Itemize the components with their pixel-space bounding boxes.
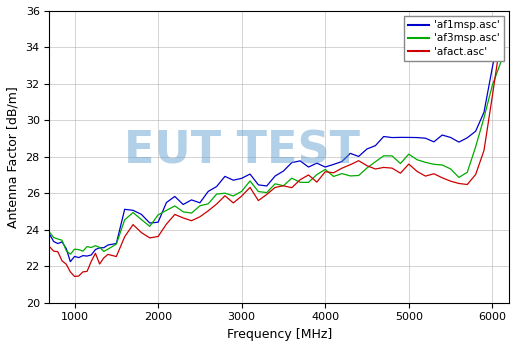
'afact.asc' bbox=[439, 176, 445, 180]
'afact.asc' bbox=[67, 270, 73, 274]
'af1msp.asc' bbox=[247, 172, 253, 176]
Y-axis label: Antenna Factor [dB/m]: Antenna Factor [dB/m] bbox=[7, 86, 20, 228]
'af3msp.asc' bbox=[247, 179, 253, 183]
Legend: 'af1msp.asc', 'af3msp.asc', 'afact.asc': 'af1msp.asc', 'af3msp.asc', 'afact.asc' bbox=[404, 16, 504, 61]
Line: 'afact.asc': 'afact.asc' bbox=[50, 40, 501, 276]
'af3msp.asc' bbox=[46, 230, 53, 234]
'af1msp.asc' bbox=[439, 133, 445, 137]
'af1msp.asc' bbox=[497, 23, 504, 27]
Line: 'af3msp.asc': 'af3msp.asc' bbox=[50, 63, 501, 254]
'afact.asc' bbox=[71, 274, 77, 278]
'afact.asc' bbox=[497, 38, 504, 42]
'af3msp.asc' bbox=[439, 163, 445, 167]
'af3msp.asc' bbox=[305, 180, 312, 184]
'afact.asc' bbox=[130, 222, 136, 227]
'af3msp.asc' bbox=[71, 247, 77, 251]
'af3msp.asc' bbox=[130, 211, 136, 215]
'afact.asc' bbox=[46, 245, 53, 249]
'afact.asc' bbox=[305, 173, 312, 177]
'af3msp.asc' bbox=[497, 61, 504, 65]
'af1msp.asc' bbox=[130, 208, 136, 212]
'afact.asc' bbox=[247, 185, 253, 189]
'af3msp.asc' bbox=[67, 252, 73, 256]
X-axis label: Frequency [MHz]: Frequency [MHz] bbox=[227, 328, 332, 341]
'af1msp.asc' bbox=[101, 246, 107, 250]
'af1msp.asc' bbox=[71, 254, 77, 259]
Line: 'af1msp.asc': 'af1msp.asc' bbox=[50, 25, 501, 262]
'af3msp.asc' bbox=[101, 250, 107, 254]
'afact.asc' bbox=[101, 256, 107, 260]
Text: EUT TEST: EUT TEST bbox=[124, 129, 361, 173]
'af1msp.asc' bbox=[67, 260, 73, 264]
'af1msp.asc' bbox=[46, 232, 53, 236]
'af1msp.asc' bbox=[305, 165, 312, 169]
